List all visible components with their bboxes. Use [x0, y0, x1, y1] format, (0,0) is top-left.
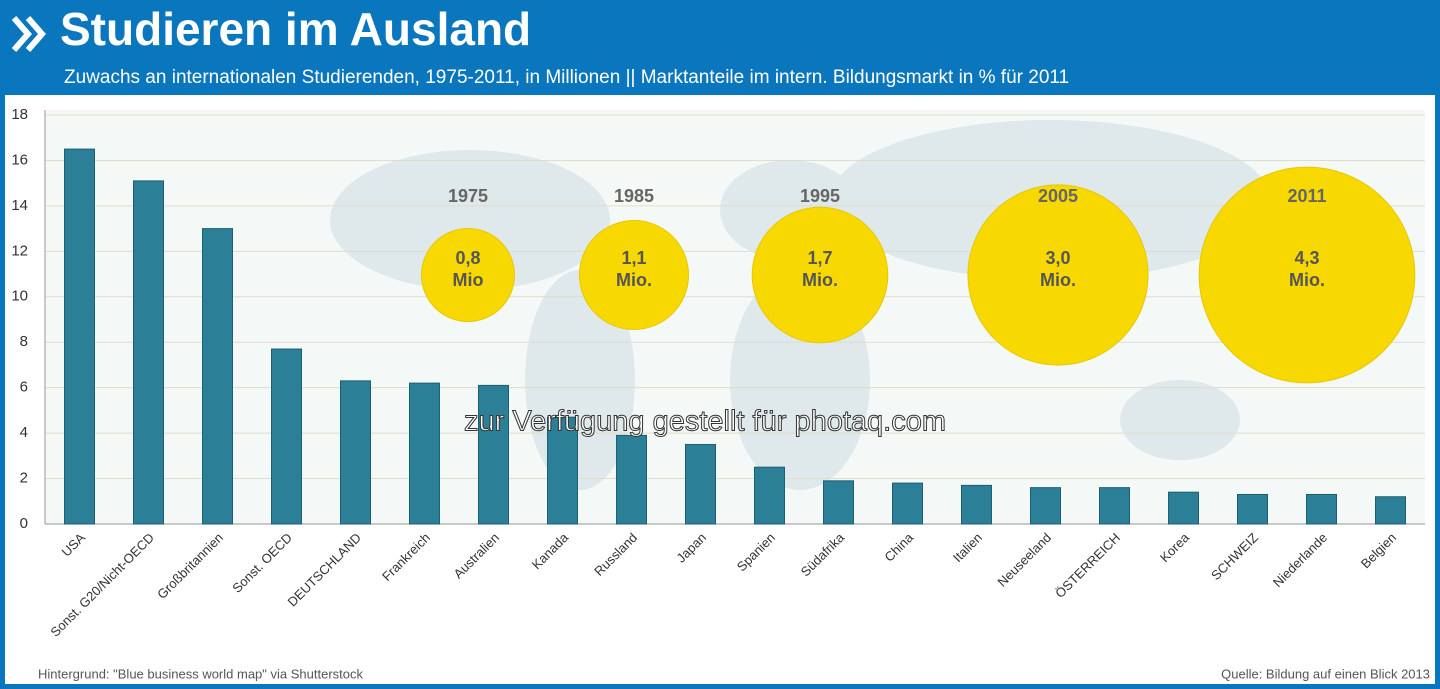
y-tick-label: 16	[11, 151, 28, 168]
bubble-year: 1975	[448, 186, 488, 206]
bar	[133, 180, 164, 525]
watermark: zur Verfügung gestellt für photaq.com	[464, 406, 946, 438]
bubble-label-line: Mio.	[802, 270, 838, 290]
bar	[271, 348, 302, 525]
bubble-year: 1985	[614, 186, 654, 206]
y-tick-label: 2	[20, 470, 28, 487]
bar	[478, 384, 509, 525]
bar	[340, 380, 371, 525]
y-tick-label: 8	[20, 333, 28, 350]
y-tick-label: 14	[11, 197, 28, 214]
bubble-label: 3,0 Mio.	[1040, 248, 1076, 290]
logo-chevron	[11, 16, 32, 52]
bubble-year: 2011	[1287, 186, 1326, 206]
bar	[616, 434, 647, 525]
bubble-year: 2005	[1038, 186, 1078, 206]
background-note: Hintergrund: "Blue business world map" v…	[38, 666, 363, 681]
bar	[1375, 496, 1406, 525]
bubble-label-line: Mio.	[1289, 270, 1325, 290]
bar	[547, 416, 578, 525]
bubble-label: 4,3 Mio.	[1289, 248, 1325, 290]
bar	[754, 466, 785, 525]
y-tick-label: 0	[20, 515, 28, 532]
bar	[1168, 491, 1199, 525]
bubble-label-line: Mio.	[1040, 270, 1076, 290]
bar	[961, 484, 992, 525]
bar	[823, 480, 854, 525]
logo-chevron	[25, 16, 46, 52]
bubble-label-line: 0,8	[455, 248, 480, 268]
y-tick-label: 4	[20, 424, 28, 441]
bar	[202, 228, 233, 525]
y-tick-label: 18	[11, 106, 28, 123]
bubble-label: 0,8 Mio	[453, 248, 484, 290]
bar	[1237, 493, 1268, 525]
bar	[1306, 493, 1337, 525]
bar	[64, 148, 95, 525]
bubble-label-line: 1,7	[807, 248, 832, 268]
source: Quelle: Bildung auf einen Blick 2013	[1221, 666, 1430, 681]
bar	[685, 443, 716, 525]
y-tick-label: 10	[11, 288, 28, 305]
bubble	[751, 206, 889, 344]
bubble-label-line: Mio.	[616, 270, 652, 290]
bar	[892, 482, 923, 525]
bar	[1030, 487, 1061, 525]
bubble-label-line: 1,1	[621, 248, 646, 268]
bubble-label: 1,7 Mio.	[802, 248, 838, 290]
bubble	[1198, 166, 1416, 384]
y-tick-label: 12	[11, 242, 28, 259]
y-tick-label: 6	[20, 379, 28, 396]
bubble-label-line: Mio	[453, 270, 484, 290]
subtitle: Zuwachs an internationalen Studierenden,…	[64, 67, 1069, 88]
bubble	[578, 219, 690, 331]
bubble-label-line: 4,3	[1294, 248, 1319, 268]
bubble-year: 1995	[800, 186, 840, 206]
bubble-label: 1,1 Mio.	[616, 248, 652, 290]
bubble	[420, 227, 516, 323]
bubble	[967, 184, 1149, 366]
chart-title: Studieren im Ausland	[60, 3, 531, 55]
bar	[409, 382, 440, 525]
bubble-label-line: 3,0	[1045, 248, 1070, 268]
bar	[1099, 487, 1130, 525]
